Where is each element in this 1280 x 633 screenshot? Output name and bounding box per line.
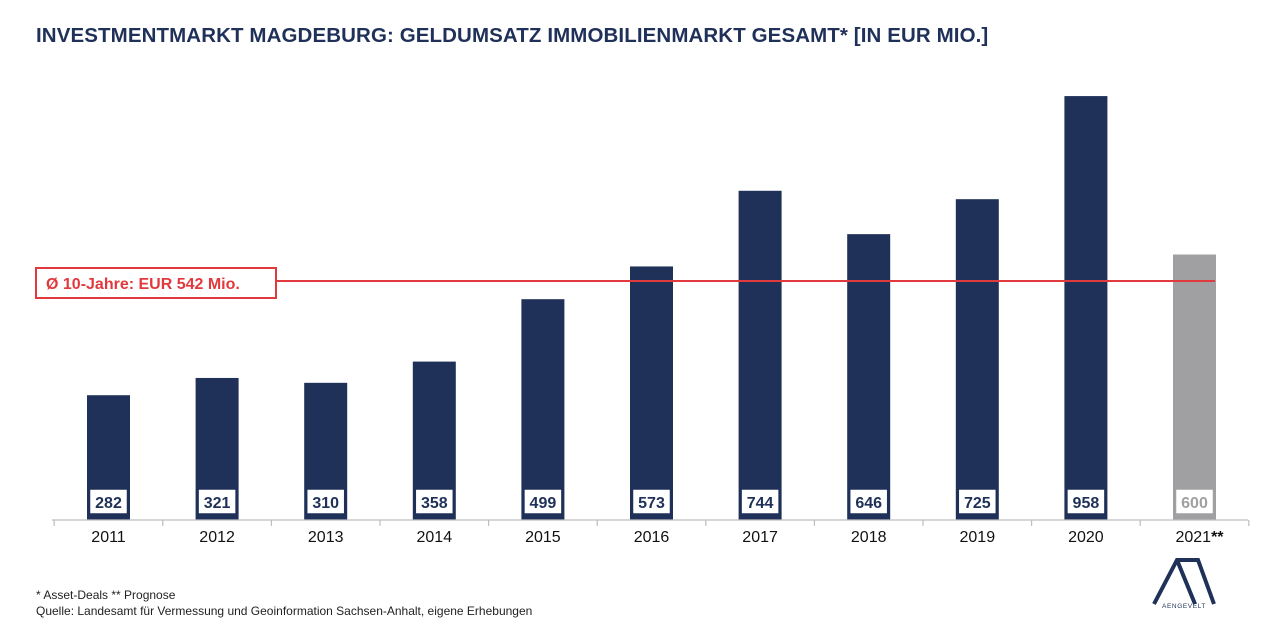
value-label: 282 [95,495,122,512]
value-label: 744 [747,495,774,512]
x-tick-label: 2014 [417,529,453,546]
value-label-box [305,488,346,515]
bar-2015 [521,299,565,520]
average-label-box [35,267,277,299]
bars-layer: 282 321 310 358 499 573 744 646 725 958 600 [87,96,1216,521]
x-tick-label: 2015 [525,529,561,546]
x-tick-label: 2013 [308,529,344,546]
value-label: 646 [855,495,882,512]
value-label-box [631,488,672,515]
x-tick-label: 2021** [1175,529,1224,546]
value-label: 600 [1181,495,1208,512]
x-tick-label: 2016 [634,529,670,546]
footnote-legend: * Asset-Deals ** Prognose [36,588,176,602]
value-label: 573 [638,495,665,512]
bar-2016 [630,266,673,520]
bar-2018 [847,234,891,520]
value-label-box [414,488,455,515]
x-tick-label: 2011 [91,529,126,546]
x-tick-label: 2020 [1068,529,1104,546]
average-label: Ø 10-Jahre: EUR 542 Mio. [46,276,240,293]
value-label-box [1174,488,1215,515]
value-label-box [1066,488,1106,515]
value-label-box [523,488,563,515]
x-tick-label: 2019 [960,529,996,546]
bar-2019 [955,199,999,520]
bar-2020 [1064,96,1108,521]
value-label-box [740,488,780,515]
value-label-box [848,488,889,515]
value-label: 725 [964,495,991,512]
x-axis: 2011 2012 2013 2014 2015 2016 2017 2018 2019 2020… [52,519,1250,546]
x-tick-label: 2018 [851,529,887,546]
value-label: 321 [204,495,231,512]
value-label: 310 [312,495,339,512]
value-label-box [197,488,237,515]
footnote-source: Quelle: Landesamt für Vermessung und Geo… [36,604,533,618]
x-tick-label: 2017 [742,529,778,546]
bar-2017 [738,190,782,520]
value-label-box [88,488,129,515]
value-label: 499 [530,495,557,512]
value-label: 958 [1073,495,1100,512]
bar-2021 [1173,254,1216,520]
average-layer: Ø 10-Jahre: EUR 542 Mio. [35,267,1215,299]
aengevelt-logo-icon [1152,558,1216,605]
chart-title: INVESTMENTMARKT MAGDEBURG: GELDUMSATZ IM… [36,24,989,47]
logo-text: AENGEVELT [1162,603,1206,610]
value-label: 358 [421,495,448,512]
x-tick-label: 2012 [199,529,235,546]
value-label-box [957,488,998,515]
